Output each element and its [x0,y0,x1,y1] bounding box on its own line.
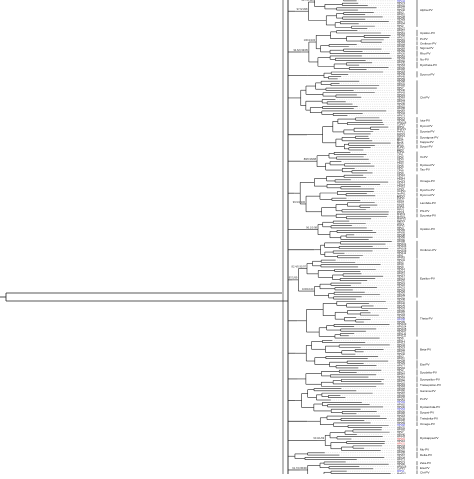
clade-label: Treisepsilon-PV [420,383,441,387]
clade-label: Dyomu-PV [420,72,435,76]
clade-label: Tau-PV [420,168,430,172]
clade-label: Alpha-PV [420,8,433,12]
support-value: 97.6/1/98 [297,7,308,11]
support-value: 100/1/100 [304,38,316,42]
clade-label: Delta-PV [420,453,432,457]
clade-label: Theta-PV [420,317,433,321]
clade-label: Dyodelta-PV [420,371,437,375]
clade-label: Dyokappa-PV [420,436,439,440]
clade-label: Phi-PV [420,209,429,213]
support-value: 90.4/1/99 [313,436,324,440]
clade-label: Dyolambda-PV [420,405,440,409]
clade-label: Dyozeta-PV [420,213,436,217]
clade-label: Upsilon-PV [420,31,435,35]
clade-label: Nu-PV [420,57,429,61]
clade-label: Epsilon-PV [420,277,435,281]
support-value: 99.9/1/100 [293,200,306,204]
clade-label: Xi-PV [420,155,428,159]
taxon-labels: HPV6HPV11HPV13HPV44HPV74HPV55HPV32HPV42H… [397,0,407,474]
clade-label: Gamma-PV [420,389,436,393]
support-value: 97/1/99 [289,276,298,280]
clade-label: Pi-PV [420,37,428,41]
clade-label: Dyopsi-PV [420,411,434,415]
clade-label: Omega-PV [420,422,435,426]
clade-label: Dyorho-PV [420,188,435,192]
clade-label: Chi-PV [420,470,430,474]
clade-label: Eta-PV [420,466,430,470]
clade-label: Dyotheta-PV [420,63,437,67]
clade-label: Zeta-PV [420,461,431,465]
clade-label: Upsilon-PV [420,227,435,231]
clade-label: Omikron-PV [420,41,436,45]
support-value: 99.7/1/100 [301,0,314,2]
support-value: 88/0.96/88 [304,157,317,161]
support-value: 91.7/0.95/90 [292,466,307,470]
tree-branches [0,0,392,474]
clade-label: Eta-PV [420,363,430,367]
clade-label: Dyoxi-PV [420,124,433,128]
support-value: 94.6/0.99/95 [293,48,308,52]
clade-label: Beta-PV [420,348,431,352]
clade-label: Lambda-PV [420,201,436,205]
support-value: 96.1/0.98 [306,225,317,229]
clade-label: Treisdelta-PV [420,416,438,420]
clade-label: Dyosigma-PV [420,135,438,139]
clade-label: Pi-PV [420,397,428,401]
clade-label: Chi-PV [420,95,430,99]
clade-label: Sigma-PV [420,46,434,50]
support-value-labels: 99.7/1/100 97.6/1/98 100/1/100 94.6/0.99/95… [289,0,325,470]
support-value: 100/1/100 [302,287,314,291]
clade-label: Iota-PV [420,118,430,122]
clade-label: Omikron-PV [420,248,436,252]
clade-label: Dyotau-PV [420,163,435,167]
clade-label: Omega-PV [420,179,435,183]
clade-label: Kappa-PV [420,140,434,144]
clade-brackets: Alpha-PVUpsilon-PVPi-PVOmikron-PVSigma-P… [417,0,441,474]
clade-label: Mu-PV [420,447,429,451]
support-value: 82.4/0.91/97 [292,264,307,268]
clade-label: Dyomu-PV [420,193,435,197]
clade-label: Dyoepsilon-PV [420,377,440,381]
clade-label: Dyopi-PV [420,145,433,149]
clade-label: Dyoeta-PV [420,130,435,134]
clade-label: Rho-PV [420,52,431,56]
